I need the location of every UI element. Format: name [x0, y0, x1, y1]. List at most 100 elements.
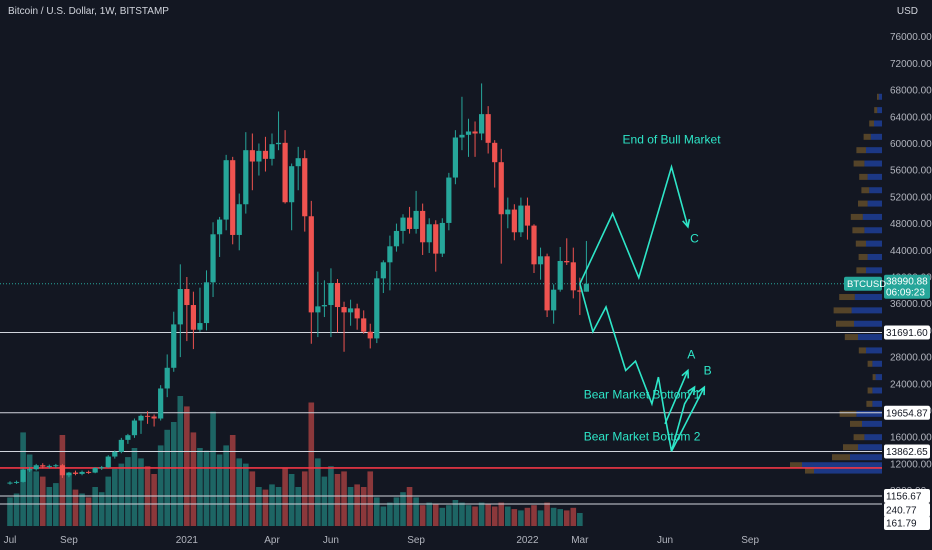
- candle-body: [144, 415, 151, 417]
- volume-bar: [472, 506, 478, 526]
- candle-body: [289, 166, 295, 203]
- currency-label[interactable]: USD: [896, 6, 918, 17]
- volume-profile-bar: [850, 213, 863, 220]
- candle-body: [171, 324, 177, 368]
- level-price-label: 31691.60: [886, 328, 928, 339]
- volume-bar: [406, 487, 413, 526]
- candle-body: [230, 160, 236, 235]
- price-tick-label: 68000.00: [890, 86, 932, 97]
- volume-profile-bar: [863, 133, 871, 140]
- volume-profile-bar: [858, 200, 868, 207]
- time-tick-label: Sep: [60, 535, 78, 546]
- volume-bar: [85, 497, 92, 526]
- candles-layer: [7, 83, 589, 485]
- volume-bar: [491, 506, 498, 526]
- candle-body: [249, 150, 255, 162]
- candle-body: [479, 114, 485, 134]
- volume-bar: [53, 483, 59, 526]
- volume-bar: [59, 435, 66, 526]
- volume-profile-bar: [843, 444, 858, 451]
- volume-bar: [439, 507, 446, 526]
- candle-body: [177, 289, 183, 325]
- volume-bar: [256, 487, 262, 526]
- volume-bar: [7, 497, 13, 526]
- volume-bar: [452, 500, 459, 526]
- volume-bar: [66, 474, 72, 526]
- volume-bar: [151, 474, 157, 526]
- candle-body: [334, 283, 341, 308]
- candle-body: [236, 204, 242, 235]
- candle-body: [118, 439, 124, 452]
- volume-bar: [39, 476, 46, 526]
- symbol-tag-label: BTCUSD: [847, 279, 886, 290]
- candle-body: [308, 216, 314, 313]
- candle-body: [7, 482, 13, 484]
- volume-profile-bar: [852, 227, 865, 234]
- price-tick-label: 64000.00: [890, 112, 932, 123]
- volume-bar: [360, 487, 367, 526]
- volume-bar: [577, 513, 583, 526]
- candle-body: [112, 451, 118, 457]
- volume-bar: [170, 422, 177, 526]
- volume-bar: [46, 487, 53, 526]
- volume-bar: [387, 502, 393, 526]
- time-tick-label: 2021: [176, 535, 199, 546]
- volume-bar: [301, 471, 308, 526]
- volume-bar: [177, 396, 184, 526]
- candle-body: [282, 142, 288, 203]
- price-tick-label: 28000.00: [890, 353, 932, 364]
- volume-bar: [524, 507, 531, 526]
- volume-profile-bar: [833, 307, 852, 314]
- volume-bar: [485, 503, 491, 526]
- candle-body: [537, 256, 544, 265]
- price-tick-label: 60000.00: [890, 139, 932, 150]
- volume-profile-bar: [851, 307, 882, 314]
- candle-body: [406, 217, 413, 229]
- symbol-tag-box: [844, 276, 882, 291]
- volume-bar: [505, 506, 511, 526]
- candle-body: [164, 367, 170, 389]
- volume-bar: [308, 402, 315, 526]
- candle-body: [472, 131, 478, 134]
- volume-bar: [400, 492, 406, 526]
- candle-body: [269, 144, 275, 159]
- candle-body: [79, 471, 85, 474]
- candle-body: [570, 262, 576, 291]
- volume-bar: [131, 448, 138, 526]
- volume-profile-bar: [862, 420, 882, 427]
- volume-bar: [118, 463, 125, 526]
- time-tick-label: Apr: [264, 535, 280, 546]
- volume-profile-bar: [872, 360, 882, 367]
- candle-body: [92, 467, 98, 473]
- volume-profile-bar: [878, 93, 882, 100]
- candle-body: [485, 114, 491, 143]
- candle-body: [577, 290, 583, 292]
- volume-level-label: 240.77: [886, 506, 917, 517]
- volume-bar: [269, 484, 275, 526]
- candle-body: [393, 230, 400, 247]
- volume-bar: [262, 489, 269, 526]
- volume-bar: [125, 457, 131, 526]
- candle-body: [551, 289, 557, 311]
- volume-bar: [13, 493, 20, 526]
- volume-profile-bar: [864, 227, 882, 234]
- volume-profile-bar: [853, 160, 865, 167]
- volume-profile-bar: [839, 410, 857, 417]
- candle-body: [40, 465, 46, 467]
- candle-body: [131, 420, 138, 436]
- candle-body: [420, 210, 426, 243]
- projections-layer: [579, 163, 706, 452]
- candle-body: [426, 224, 432, 243]
- annotation-label: End of Bull Market: [623, 133, 722, 147]
- annotation-label: B: [704, 363, 712, 377]
- volume-profile-bar: [856, 147, 866, 154]
- volume-bar: [380, 506, 387, 526]
- volume-bar: [79, 493, 85, 526]
- time-axis[interactable]: Jul Sep 2021 Apr Jun Sep 2022 Mar Jun Sep: [4, 535, 760, 546]
- volume-bar: [563, 510, 570, 526]
- price-tick-label: 36000.00: [890, 299, 932, 310]
- volume-profile-bar: [867, 253, 882, 260]
- volume-bar: [295, 487, 301, 526]
- countdown-label: 06:09:23: [886, 288, 925, 299]
